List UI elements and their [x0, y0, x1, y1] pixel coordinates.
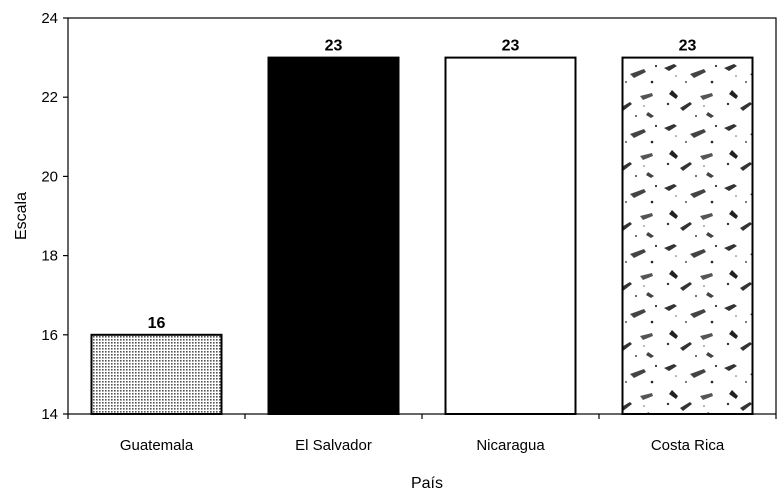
data-label: 23 — [502, 38, 520, 55]
y-tick-label: 18 — [41, 248, 58, 265]
y-tick-label: 20 — [41, 168, 58, 185]
bar-el-salvador — [267, 56, 400, 415]
y-tick-label: 24 — [41, 10, 58, 27]
data-label: 23 — [325, 38, 343, 55]
plot-area: 14 16 18 20 22 24 16 Guatemala 23 El Salvador 23 Ni… — [13, 10, 777, 492]
bar-nicaragua — [444, 56, 577, 415]
data-label: 16 — [148, 315, 166, 332]
y-tick-label: 22 — [41, 89, 58, 106]
bar-costa-rica — [621, 56, 754, 415]
y-axis-title: Escala — [13, 192, 30, 240]
x-category-label: Costa Rica — [651, 437, 725, 454]
x-axis-title: País — [411, 475, 443, 492]
data-label: 23 — [679, 38, 697, 55]
bar-guatemala — [90, 333, 223, 415]
x-category-label: Guatemala — [120, 437, 194, 454]
x-category-label: Nicaragua — [476, 437, 545, 454]
y-tick-label: 16 — [41, 327, 58, 344]
x-category-label: El Salvador — [295, 437, 372, 454]
y-tick-label: 14 — [41, 406, 58, 423]
